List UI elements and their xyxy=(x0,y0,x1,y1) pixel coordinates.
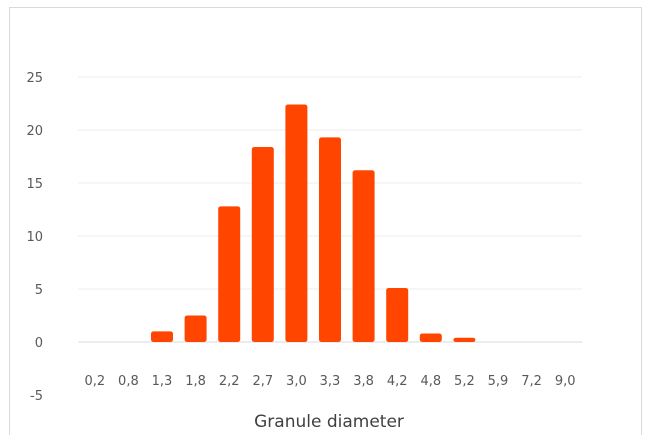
x-tick-label: 2,2 xyxy=(219,374,240,389)
y-tick-label: -5 xyxy=(30,389,43,404)
bar-3,0 xyxy=(285,104,308,342)
bar-1,8 xyxy=(184,315,207,342)
x-tick-label: 9,0 xyxy=(555,374,576,389)
x-tick-label: 4,2 xyxy=(387,374,408,389)
x-tick-label: 0,2 xyxy=(84,374,105,389)
x-tick-label: 0,8 xyxy=(118,374,139,389)
x-tick-label: 3,8 xyxy=(353,374,374,389)
y-tick-label: 5 xyxy=(35,283,43,298)
bar-2,2 xyxy=(218,206,241,342)
bar-4,2 xyxy=(386,287,409,342)
y-tick-label: 0 xyxy=(35,336,43,351)
x-tick-label: 7,2 xyxy=(521,374,542,389)
y-tick-label: 15 xyxy=(26,177,43,192)
bars xyxy=(151,104,476,342)
x-tick-label: 4,8 xyxy=(420,374,441,389)
x-tick-label: 3,3 xyxy=(320,374,341,389)
x-tick-label: 1,8 xyxy=(185,374,206,389)
x-axis-title: Granule diameter xyxy=(254,412,404,432)
bar-5,2 xyxy=(453,337,476,342)
y-tick-label: 25 xyxy=(26,71,43,86)
x-tick-label: 3,0 xyxy=(286,374,307,389)
y-tick-label: 10 xyxy=(26,230,43,245)
x-tick-label: 5,2 xyxy=(454,374,475,389)
bar-2,7 xyxy=(251,146,274,342)
x-tick-label: 2,7 xyxy=(252,374,273,389)
bar-4,8 xyxy=(419,333,442,342)
bar-1,3 xyxy=(151,331,173,342)
x-axis-ticks: 0,2 0,8 1,3 1,8 2,2 2,7 3,0 3,3 3,8 4,2 4,8 5,2 5,9 7… xyxy=(84,374,575,389)
x-tick-label: 5,9 xyxy=(488,374,509,389)
bar-3,8 xyxy=(352,170,375,342)
x-tick-label: 1,3 xyxy=(152,374,173,389)
y-tick-label: 20 xyxy=(26,124,43,139)
y-axis-ticks: -5 0 5 10 15 20 25 xyxy=(26,71,43,404)
bar-3,3 xyxy=(319,137,341,342)
